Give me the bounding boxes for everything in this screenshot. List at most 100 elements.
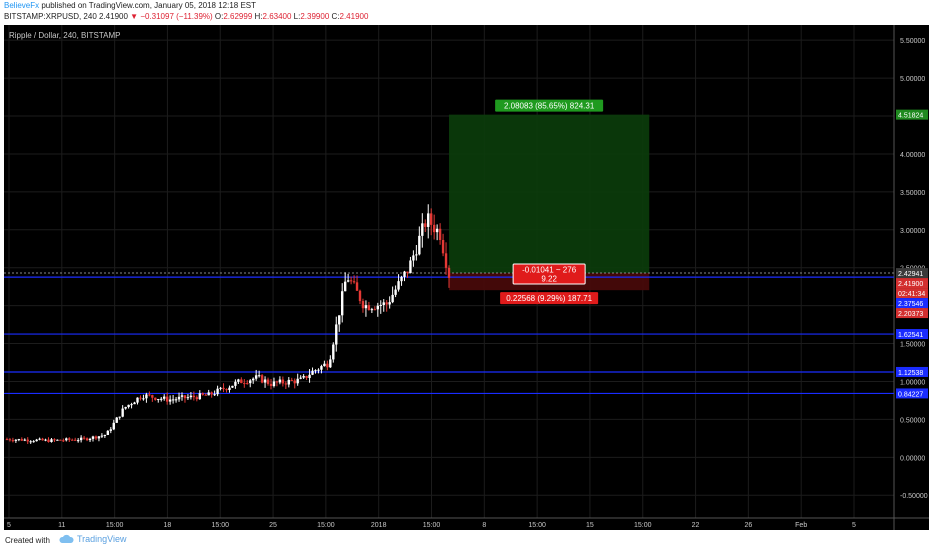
candle-body <box>246 383 249 385</box>
candle-body <box>38 438 41 440</box>
candle-body <box>376 305 379 310</box>
x-tick-label: 5 <box>852 522 856 529</box>
candle-body <box>415 254 418 256</box>
candle-body <box>216 388 219 395</box>
candle-body <box>266 379 270 384</box>
candle-body <box>352 281 356 283</box>
candle-body <box>237 379 240 382</box>
publish-text: published on TradingView.com, January 05… <box>39 1 257 10</box>
down-arrow-icon: ▼ <box>130 12 139 21</box>
close-label: C: <box>331 12 340 21</box>
x-tick-label: 15:00 <box>317 522 335 529</box>
candle-body <box>361 301 365 309</box>
candle-body <box>412 255 415 261</box>
created-with-label: Created with <box>5 536 50 545</box>
candle-body <box>418 235 421 255</box>
candle-body <box>195 397 199 400</box>
candle-body <box>94 436 98 439</box>
x-tick-label: 15:00 <box>423 522 441 529</box>
x-tick-label: 15:00 <box>634 522 652 529</box>
x-tick-label: 18 <box>164 522 172 529</box>
candle-body <box>136 397 139 403</box>
candle-body <box>257 375 261 377</box>
axis-price-tag-text: 1.12538 <box>898 370 923 377</box>
axis-price-tag-text: 4.51824 <box>898 113 923 120</box>
candle-body <box>118 416 121 418</box>
candle-body <box>74 439 77 441</box>
candle-body <box>249 380 252 384</box>
candle-body <box>168 399 172 402</box>
x-tick-label: 11 <box>58 522 65 529</box>
candle-body <box>254 375 258 379</box>
candle-body <box>151 395 154 398</box>
axis-price-tag-text: 0.84227 <box>898 391 923 398</box>
stop-label-text: 0.22568 (9.29%) 187.71 <box>506 294 592 303</box>
chart-area[interactable]: -0.500000.000000.500001.000001.500002.00… <box>4 25 929 530</box>
candle-body <box>296 378 299 384</box>
candle-body <box>305 375 308 378</box>
center-label-text: 9.22 <box>541 275 557 284</box>
candle-body <box>133 402 136 405</box>
candle-body <box>444 253 448 268</box>
y-tick-label: 3.00000 <box>900 228 925 235</box>
open-value: 2.62999 <box>223 12 253 21</box>
candle-body <box>65 438 68 441</box>
candle-body <box>112 422 115 430</box>
candle-body <box>44 439 47 441</box>
candle-body <box>388 302 391 305</box>
candle-body <box>427 213 430 227</box>
candle-body <box>346 280 350 282</box>
y-tick-label: 5.00000 <box>900 76 925 83</box>
candle-body <box>308 374 311 378</box>
axis-price-tag-text: 2.37546 <box>898 301 923 308</box>
candle-body <box>142 398 145 400</box>
candle-body <box>79 437 83 441</box>
candle-body <box>435 228 439 233</box>
target-label: 2.08083 (85.65%) 824.31 <box>495 99 604 112</box>
x-tick-label: Feb <box>795 522 807 529</box>
candle-body <box>41 438 44 441</box>
candle-body <box>430 213 433 225</box>
price-chart[interactable]: -0.500000.000000.500001.000001.500002.00… <box>4 25 929 530</box>
candle-body <box>421 223 424 236</box>
candle-body <box>400 276 403 282</box>
last-price: 2.41900 <box>99 12 128 21</box>
candle-body <box>127 404 130 407</box>
axis-price-tag-text: 2.41900 <box>898 281 923 288</box>
candle-body <box>234 381 237 386</box>
candle-body <box>53 439 56 441</box>
axis-price-tag-text: 1.62541 <box>898 332 923 339</box>
candle-body <box>269 383 273 387</box>
low-label: L: <box>293 12 301 21</box>
candle-body <box>293 380 296 384</box>
candle-body <box>358 290 362 302</box>
candle-body <box>394 289 397 295</box>
tradingview-logo[interactable]: TradingView <box>58 534 127 544</box>
candle-body <box>157 399 160 401</box>
candle-body <box>370 309 374 311</box>
x-tick-label: 2018 <box>371 522 387 529</box>
candle-body <box>121 408 124 417</box>
author-link[interactable]: BelieveFx <box>4 1 40 10</box>
candle-body <box>391 294 394 303</box>
candle-body <box>272 381 276 387</box>
candle-body <box>189 395 193 398</box>
candle-body <box>17 439 21 441</box>
x-tick-label: 15:00 <box>211 522 229 529</box>
candle-body <box>163 396 166 399</box>
candle-body <box>275 381 279 383</box>
axis-price-tag <box>896 109 928 120</box>
candle-body <box>281 379 285 384</box>
candle-body <box>109 429 112 431</box>
candle-body <box>323 363 326 367</box>
candle-body <box>115 417 118 423</box>
axis-price-tag-text: 2.42941 <box>898 271 923 278</box>
low-value: 2.39900 <box>300 12 330 21</box>
candle-body <box>148 394 151 396</box>
candle-body <box>320 366 323 370</box>
candle-body <box>335 324 338 345</box>
stop-label: 0.22568 (9.29%) 187.71 <box>500 292 599 305</box>
axis-price-tag <box>896 288 928 299</box>
axis-price-tag <box>896 388 928 399</box>
